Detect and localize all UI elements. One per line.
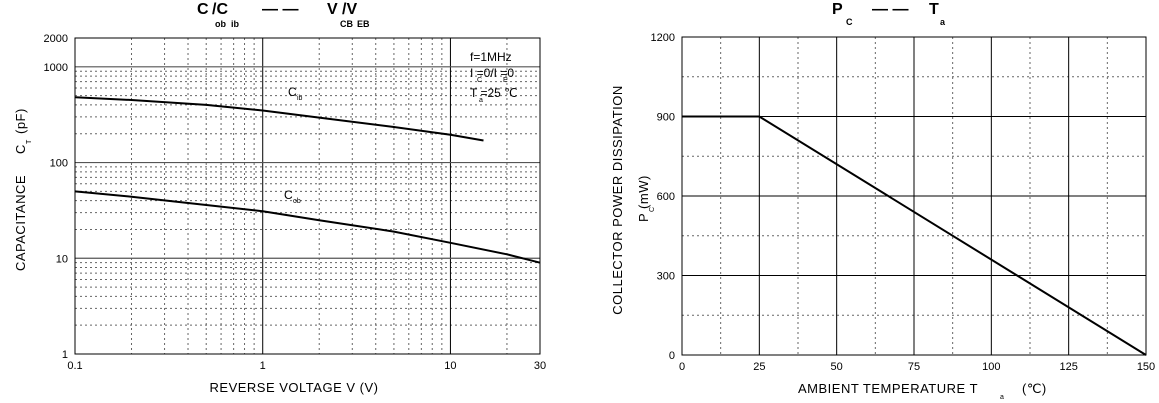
- left-y-tick-label: 1: [62, 349, 68, 361]
- right-y-tick-label: 1200: [651, 32, 675, 44]
- right-x-tick-label: 150: [1137, 361, 1155, 373]
- right-x-tick-label: 125: [1059, 361, 1077, 373]
- series-pc-derating-line: [682, 115, 1147, 356]
- left-annotations: f=1MHz I =0/I =0 C E T =25 ℃ a: [470, 50, 518, 104]
- annotation-frequency: f=1MHz: [470, 50, 512, 64]
- right-x-tick-label: 50: [831, 361, 843, 373]
- right-y-label2-text: P (mW): [636, 175, 651, 222]
- left-x-tick-label: 10: [444, 360, 456, 372]
- right-title-sub-a: C: [846, 17, 853, 27]
- right-x-tick-label: 75: [908, 361, 920, 373]
- right-title-dash: — —: [872, 1, 908, 18]
- left-title-dash: — —: [262, 1, 298, 18]
- right-x-tick-label: 25: [753, 361, 765, 373]
- left-title-d: /V: [342, 1, 357, 18]
- left-plot-frame: [74, 37, 541, 355]
- series-label-cib-name: C: [288, 85, 297, 99]
- right-x-label-sub: a: [1000, 394, 1004, 401]
- left-title-sub-b: ib: [231, 19, 240, 29]
- left-title-c: V: [327, 1, 338, 18]
- right-y-axis-label-2: P (mW) C: [636, 175, 656, 222]
- left-x-tick-label: 0.1: [67, 360, 82, 372]
- right-y-tick-label: 300: [657, 271, 675, 283]
- left-y-axis-label: CAPACITANCE C T (pF): [13, 108, 33, 271]
- left-y-ticks: 1 10 100 1000 2000: [44, 33, 68, 361]
- left-title-sub-d: EB: [357, 19, 370, 29]
- right-plot-frame: [681, 36, 1147, 356]
- left-title-sub-a: ob: [215, 19, 226, 29]
- series-cob-line: [74, 190, 541, 264]
- right-x-tick-label: 0: [679, 361, 685, 373]
- left-y-label-unit: (pF): [13, 108, 28, 134]
- right-x-tick-label: 100: [982, 361, 1000, 373]
- series-label-cib: C ib: [288, 85, 303, 102]
- right-y-tick-label: 900: [657, 112, 675, 124]
- left-title: C /C — — V /V ob ib CB EB: [197, 1, 370, 29]
- right-y-label2-sub: C: [649, 207, 656, 212]
- left-series: [74, 96, 541, 264]
- right-x-label-text: AMBIENT TEMPERATURE T: [798, 381, 978, 396]
- right-y-ticks: 0 300 600 900 1200: [651, 32, 675, 362]
- annotation-temperature-sub: a: [479, 97, 483, 104]
- series-cib-line: [74, 96, 484, 142]
- right-series: [682, 115, 1147, 356]
- right-y-tick-label: 600: [657, 191, 675, 203]
- left-y-tick-label: 1000: [44, 62, 68, 74]
- left-grid: [75, 38, 540, 354]
- right-x-label-unit: (℃): [1022, 381, 1047, 396]
- left-y-label-symbol: C: [13, 144, 28, 154]
- left-y-tick-label: 100: [50, 158, 68, 170]
- left-x-axis-label: REVERSE VOLTAGE V (V): [210, 380, 379, 395]
- right-y-tick-label: 0: [669, 350, 675, 362]
- series-label-cob-name: C: [284, 188, 293, 202]
- annotation-condition-sub-e: E: [503, 77, 508, 84]
- right-y-label-text: COLLECTOR POWER DISSIPATION: [610, 85, 625, 314]
- left-x-tick-label: 30: [534, 360, 546, 372]
- left-y-label-symbol-sub: T: [26, 139, 33, 144]
- capacitance-chart: C /C — — V /V ob ib CB EB 0.1 1 10 30 11010…: [13, 1, 546, 395]
- annotation-condition: I =0/I =0: [470, 66, 514, 80]
- left-y-label-text: CAPACITANCE: [13, 175, 28, 271]
- right-grid: [682, 37, 1146, 355]
- right-title: P — — T C a: [832, 1, 946, 27]
- series-label-cob-sub: ob: [293, 198, 301, 205]
- annotation-temperature: T =25 ℃: [470, 86, 518, 100]
- left-y-tick-label: 10: [56, 253, 68, 265]
- left-x-tick-label: 1: [260, 360, 266, 372]
- annotation-condition-sub-c: C: [477, 77, 482, 84]
- left-title-sub-c: CB: [340, 19, 353, 29]
- series-label-cib-sub: ib: [297, 95, 303, 102]
- left-title-b: /C: [212, 1, 228, 18]
- left-title-a: C: [197, 1, 209, 18]
- right-title-a: P: [832, 1, 843, 18]
- right-title-sub-c: a: [940, 17, 946, 27]
- right-x-axis-label: AMBIENT TEMPERATURE T a (℃): [798, 381, 1047, 401]
- left-y-tick-label: 2000: [44, 33, 68, 45]
- power-dissipation-chart: P — — T C a 0 25 50 75 100 125 150 0 300 600 900 1…: [610, 1, 1155, 401]
- right-y-axis-label: COLLECTOR POWER DISSIPATION: [610, 85, 625, 314]
- right-title-c: T: [929, 1, 939, 18]
- left-x-ticks: 0.1 1 10 30: [67, 360, 546, 372]
- series-label-cob: C ob: [284, 188, 301, 205]
- right-x-ticks: 0 25 50 75 100 125 150: [679, 361, 1155, 373]
